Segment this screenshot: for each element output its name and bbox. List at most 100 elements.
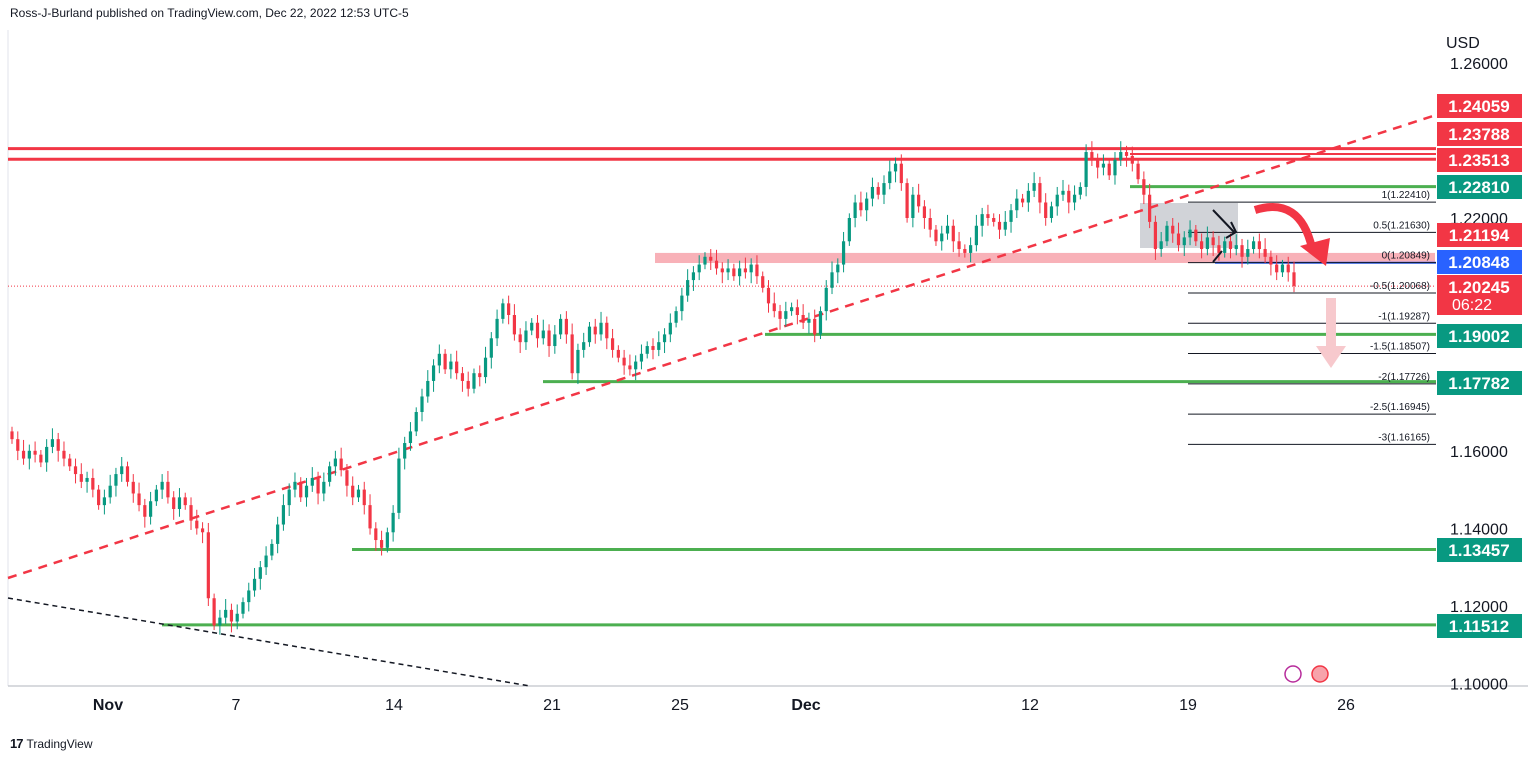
candle-body xyxy=(518,334,522,343)
candle-body xyxy=(426,380,430,397)
price-tick-label: 1.10000 xyxy=(1450,677,1508,694)
candle-body xyxy=(1251,241,1256,250)
price-badge xyxy=(1437,148,1522,172)
candle-body xyxy=(374,528,378,541)
candle-body xyxy=(801,315,805,323)
candle-body xyxy=(224,609,228,618)
candle-body xyxy=(616,349,620,358)
candle-body xyxy=(605,322,609,339)
candle-body xyxy=(1211,237,1215,246)
candle-body xyxy=(709,256,713,261)
candle-body xyxy=(691,272,696,281)
candle-body xyxy=(651,346,655,350)
candle-body xyxy=(1153,221,1158,250)
candle-body xyxy=(564,318,568,335)
time-tick-label: 21 xyxy=(543,697,561,714)
candle-body xyxy=(160,481,164,490)
candle-body xyxy=(1159,241,1163,250)
fib-level-label: -0.5(1.20068) xyxy=(1370,281,1430,292)
candle-body xyxy=(1188,229,1192,238)
candle-body xyxy=(905,183,909,218)
candle-body xyxy=(408,431,413,444)
candle-body xyxy=(1032,183,1036,191)
candle-body xyxy=(622,357,626,366)
candle-body xyxy=(974,225,978,246)
candle-body xyxy=(483,357,488,378)
candle-body xyxy=(1280,264,1285,273)
candle-body xyxy=(1148,194,1152,222)
candle-body xyxy=(541,330,545,339)
candle-body xyxy=(1142,179,1146,195)
candle-body xyxy=(945,225,950,234)
candle-body xyxy=(189,505,193,521)
candle-body xyxy=(287,489,291,506)
price-tick-label: 1.12000 xyxy=(1450,599,1508,616)
candle-body xyxy=(720,268,724,273)
time-tick-label: 26 xyxy=(1337,697,1355,714)
fib-level-label: -3(1.16165) xyxy=(1378,432,1430,443)
price-badge-label: 1.22810 xyxy=(1448,178,1509,197)
candle-body xyxy=(784,311,788,319)
price-badge-label: 1.23788 xyxy=(1448,125,1509,144)
candle-body xyxy=(882,183,886,195)
candle-body xyxy=(125,466,130,482)
candle-body xyxy=(1263,249,1267,257)
candle-body xyxy=(807,318,811,323)
candle-body xyxy=(414,412,418,432)
candle-body xyxy=(403,443,407,459)
down-arrow-head-icon xyxy=(1316,346,1346,368)
candle-body xyxy=(108,485,112,498)
candle-body xyxy=(73,466,78,475)
candle-body xyxy=(356,489,361,498)
price-badge xyxy=(1437,223,1522,247)
candle-body xyxy=(1205,237,1209,250)
descending-trendline xyxy=(7,597,531,687)
price-badge-label: 1.23513 xyxy=(1448,151,1509,170)
tradingview-footer[interactable]: 17 TradingView xyxy=(10,736,93,751)
candle-body xyxy=(530,322,534,331)
candle-body xyxy=(131,481,135,494)
candle-body xyxy=(645,346,649,354)
candle-body xyxy=(1084,152,1088,187)
candle-body xyxy=(668,322,672,335)
price-badge xyxy=(1437,122,1522,146)
candle-body xyxy=(472,373,476,389)
price-badge-label: 1.24059 xyxy=(1448,97,1509,116)
price-badge xyxy=(1437,275,1522,315)
candle-body xyxy=(547,330,551,347)
candle-body xyxy=(114,474,118,486)
price-badge xyxy=(1437,175,1522,199)
candle-body xyxy=(449,361,453,370)
price-chart[interactable]: 1(1.22410) 0.5(1.21630) 0(1.20849) -0.5(1.2… xyxy=(0,0,1536,730)
candle-body xyxy=(853,202,857,218)
candle-body xyxy=(980,214,984,226)
candle-body xyxy=(229,609,234,622)
candle-body xyxy=(10,431,14,440)
candle-body xyxy=(1234,245,1238,250)
candle-body xyxy=(859,202,863,211)
candle-body xyxy=(610,338,615,350)
time-tick-label: 12 xyxy=(1021,697,1039,714)
candle-body xyxy=(847,218,851,242)
candle-body xyxy=(1136,163,1140,180)
candle-body xyxy=(732,268,736,277)
candle-body xyxy=(339,458,343,471)
price-badge xyxy=(1437,538,1522,562)
candle-body xyxy=(1130,155,1134,164)
candle-body xyxy=(662,334,667,343)
candle-body xyxy=(206,532,210,599)
candle-body xyxy=(247,590,251,603)
candle-body xyxy=(1107,163,1111,176)
candle-body xyxy=(963,249,967,253)
price-badge xyxy=(1437,371,1522,395)
price-badge-label: 1.17782 xyxy=(1448,374,1509,393)
small-arrow-icon xyxy=(1212,250,1223,263)
candle-body xyxy=(437,353,441,366)
candle-body xyxy=(761,276,765,288)
candle-body xyxy=(235,613,239,622)
fib-level-label: 0.5(1.21630) xyxy=(1373,220,1430,231)
candle-body xyxy=(460,373,465,381)
candle-body xyxy=(183,497,187,506)
candle-body xyxy=(478,373,482,378)
candle-body xyxy=(33,450,37,455)
